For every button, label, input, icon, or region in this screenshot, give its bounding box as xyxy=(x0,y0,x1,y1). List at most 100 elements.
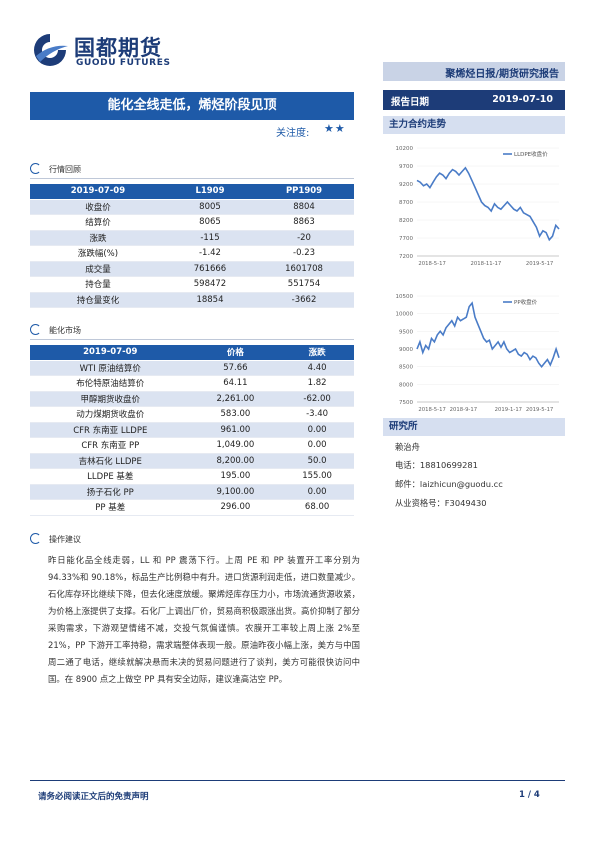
table-row: 动力煤期货收盘价 583.00 -3.40 xyxy=(30,406,354,423)
x-tick-label: 2018-5-17 xyxy=(418,261,445,267)
report-headline: 能化全线走低，烯烃阶段见顶 xyxy=(30,92,354,120)
cell-value: -3662 xyxy=(254,292,354,308)
cell-value: 18854 xyxy=(165,292,255,308)
cell-value: 195.00 xyxy=(190,468,281,485)
report-date-band: 报告日期 2019-07-10 xyxy=(383,90,565,110)
y-tick-label: 8700 xyxy=(399,200,413,206)
footer-divider xyxy=(30,780,565,781)
cell-value: 598472 xyxy=(165,276,255,293)
x-tick-label: 2019-5-17 xyxy=(526,261,553,267)
cell-value: 1.82 xyxy=(280,375,354,392)
researcher-heading: 研究所 xyxy=(383,418,565,436)
section-icon xyxy=(30,533,41,544)
chem-header-0: 2019-07-09 xyxy=(30,345,191,361)
row-label: 涨跌 xyxy=(30,230,166,246)
cell-value: 2,261.00 xyxy=(190,391,281,407)
page-number: 1 / 4 xyxy=(519,790,540,800)
cell-value: 961.00 xyxy=(190,422,281,438)
cell-value: 0.00 xyxy=(280,437,354,454)
row-label: 持仓量变化 xyxy=(30,292,166,308)
cell-value: 551754 xyxy=(254,276,354,293)
table-row: 成交量 761666 1601708 xyxy=(30,261,354,277)
chem-header-2: 涨跌 xyxy=(280,345,354,361)
cell-value: 9,100.00 xyxy=(190,484,281,500)
cell-value: -62.00 xyxy=(280,391,354,407)
section-advice: 操作建议 xyxy=(30,533,81,545)
row-label: 持仓量 xyxy=(30,276,166,293)
y-tick-label: 7200 xyxy=(399,254,413,260)
y-tick-label: 9700 xyxy=(399,164,413,170)
cell-value: -0.23 xyxy=(254,245,354,262)
cell-value: -1.42 xyxy=(165,245,255,262)
cell-value: 761666 xyxy=(165,261,255,277)
main-contract-heading: 主力合约走势 xyxy=(383,116,565,134)
x-tick-label: 2018-9-17 xyxy=(450,407,477,413)
legend-label: PP收盘价 xyxy=(514,298,538,306)
table-row: 扬子石化 PP 9,100.00 0.00 xyxy=(30,484,354,500)
row-label: 扬子石化 PP xyxy=(30,484,191,500)
table-row: CFR 东南亚 LLDPE 961.00 0.00 xyxy=(30,422,354,438)
row-label: 结算价 xyxy=(30,214,166,231)
table-row: 甲醇期货收盘价 2,261.00 -62.00 xyxy=(30,391,354,407)
row-label: 布伦特原油结算价 xyxy=(30,375,191,392)
cell-value: -20 xyxy=(254,230,354,246)
focus-label: 关注度: xyxy=(276,128,310,139)
cell-value: 8065 xyxy=(165,214,255,231)
cell-value: 4.40 xyxy=(280,360,354,376)
cell-value: 57.66 xyxy=(190,360,281,376)
report-type-banner: 聚烯烃日报/期货研究报告 xyxy=(383,62,565,81)
cell-value: 50.0 xyxy=(280,453,354,469)
row-label: WTI 原油结算价 xyxy=(30,360,191,376)
cell-value: 1,049.00 xyxy=(190,437,281,454)
cell-value: 68.00 xyxy=(280,499,354,516)
chem-header-1: 价格 xyxy=(190,345,281,361)
cell-value: -3.40 xyxy=(280,406,354,423)
brand-name-en: GUODU FUTURES xyxy=(76,58,171,68)
row-label: 收盘价 xyxy=(30,199,166,215)
row-label: CFR 东南亚 PP xyxy=(30,437,191,454)
row-label: LLDPE 基差 xyxy=(30,468,191,485)
focus-stars: ★★ xyxy=(324,122,346,135)
researcher-email[interactable]: 邮件：laizhicun@guodu.cc xyxy=(395,479,503,489)
table-row: 涨跌 -115 -20 xyxy=(30,230,354,246)
y-tick-label: 8500 xyxy=(399,365,413,371)
x-tick-label: 2019-1-17 xyxy=(495,407,522,413)
table-row: CFR 东南亚 PP 1,049.00 0.00 xyxy=(30,437,354,454)
pp-chart: 7500 8000 8500 9000 9500 10000 10500 2018-5-17 2… xyxy=(383,288,565,418)
section-icon xyxy=(30,163,41,174)
y-tick-label: 7700 xyxy=(399,236,413,242)
row-label: 吉林石化 LLDPE xyxy=(30,453,191,469)
row-label: 甲醇期货收盘价 xyxy=(30,391,191,407)
review-header-1: L1909 xyxy=(165,184,255,200)
y-tick-label: 10000 xyxy=(396,312,414,318)
y-tick-label: 9000 xyxy=(399,347,413,353)
guodu-logo-icon xyxy=(34,34,68,66)
review-header-2: PP1909 xyxy=(254,184,354,200)
y-tick-label: 9500 xyxy=(399,329,413,335)
row-label: CFR 东南亚 LLDPE xyxy=(30,422,191,438)
y-tick-label: 7500 xyxy=(399,400,413,406)
researcher-phone: 电话：18810699281 xyxy=(395,460,478,470)
legend-label: LLDPE收盘价 xyxy=(514,150,548,158)
y-tick-label: 8000 xyxy=(399,382,413,388)
table-row: 持仓量变化 18854 -3662 xyxy=(30,292,354,308)
cell-value: 296.00 xyxy=(190,499,281,516)
brand-name-cn: 国都期货 xyxy=(74,36,162,60)
advice-text: 昨日能化品全线走弱，LL 和 PP 震荡下行。上周 PE 和 PP 装置开工率分… xyxy=(48,555,360,684)
report-date-value: 2019-07-10 xyxy=(492,94,553,105)
researcher-license: 从业资格号：F3049430 xyxy=(395,498,487,508)
section-chem-market: 能化市场 xyxy=(30,324,81,336)
cell-value: 8804 xyxy=(254,199,354,215)
cell-value: -115 xyxy=(165,230,255,246)
x-tick-label: 2018-11-17 xyxy=(470,261,501,267)
review-header-0: 2019-07-09 xyxy=(30,184,166,200)
series-line xyxy=(416,166,560,242)
row-label: 成交量 xyxy=(30,261,166,277)
table-row: WTI 原油结算价 57.66 4.40 xyxy=(30,360,354,376)
section-icon xyxy=(30,324,41,335)
researcher-name: 赖治舟 xyxy=(395,442,420,452)
lldpe-chart: 7200 7700 8200 8700 9200 9700 10200 2018-5-17 20… xyxy=(383,140,565,272)
table-row: 收盘价 8005 8804 xyxy=(30,199,354,215)
cell-value: 155.00 xyxy=(280,468,354,485)
x-tick-label: 2018-5-17 xyxy=(418,407,445,413)
